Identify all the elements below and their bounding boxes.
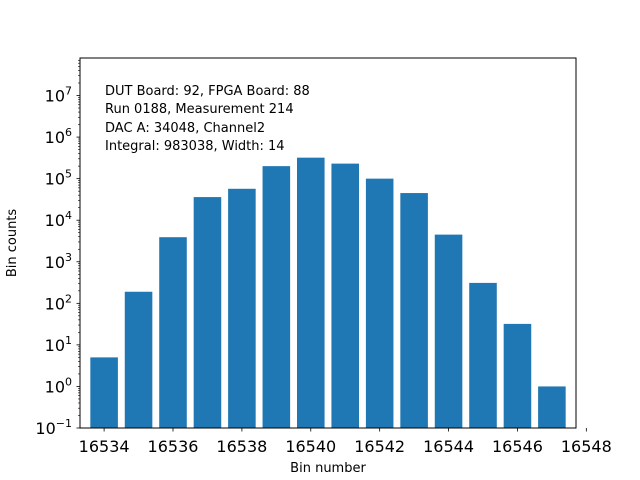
x-tick-label: 16546 <box>492 437 543 456</box>
bar-16542 <box>365 178 394 428</box>
bar-16540 <box>297 157 325 428</box>
y-tick-label: 10−1 <box>35 417 72 438</box>
x-tick-label: 16536 <box>148 437 199 456</box>
x-tick-label: 16538 <box>216 437 267 456</box>
annotation-line-3: DAC A: 34048, Channel2 <box>105 121 265 136</box>
bar-16547 <box>538 386 566 428</box>
x-tick-label: 16544 <box>423 437 474 456</box>
bar-16544 <box>434 234 463 428</box>
x-tick-label: 16534 <box>79 437 130 456</box>
bar-16546 <box>503 323 532 428</box>
bar-16537 <box>193 197 222 428</box>
bar-16539 <box>262 166 291 428</box>
x-ticks-group: 16534 16536 16538 16540 16542 16544 16546 16548 <box>79 428 612 456</box>
y-tick-label: 106 <box>45 126 72 147</box>
annotation-block: DUT Board: 92, FPGA Board: 88 Run 0188, … <box>105 84 310 154</box>
annotation-line-1: DUT Board: 92, FPGA Board: 88 <box>105 84 310 99</box>
bars-group <box>90 157 566 428</box>
y-tick-label: 103 <box>45 251 72 272</box>
plot-frame <box>79 57 577 429</box>
x-tick-label: 16542 <box>354 437 405 456</box>
annotation-line-4: Integral: 983038, Width: 14 <box>105 139 285 154</box>
y-tick-label: 107 <box>45 85 72 106</box>
y-tick-label: 100 <box>45 375 72 396</box>
bar-16535 <box>124 291 153 428</box>
x-tick-label: 16540 <box>285 437 336 456</box>
x-axis-label: Bin number <box>290 461 366 476</box>
y-tick-label: 102 <box>45 292 72 313</box>
y-axis-label: Bin counts <box>5 209 20 278</box>
y-tick-label: 104 <box>45 209 72 230</box>
bar-16543 <box>400 193 428 428</box>
bar-16536 <box>159 237 187 428</box>
y-ticks-group: 10−1 100 101 102 103 104 105 106 107 <box>35 60 80 438</box>
bar-16545 <box>469 282 497 428</box>
y-tick-label: 101 <box>45 334 72 355</box>
bar-16534 <box>90 357 118 428</box>
bar-16541 <box>331 163 359 428</box>
bar-16538 <box>228 188 256 428</box>
annotation-line-2: Run 0188, Measurement 214 <box>105 102 294 117</box>
y-tick-label: 105 <box>45 168 72 189</box>
x-tick-label: 16548 <box>561 437 612 456</box>
